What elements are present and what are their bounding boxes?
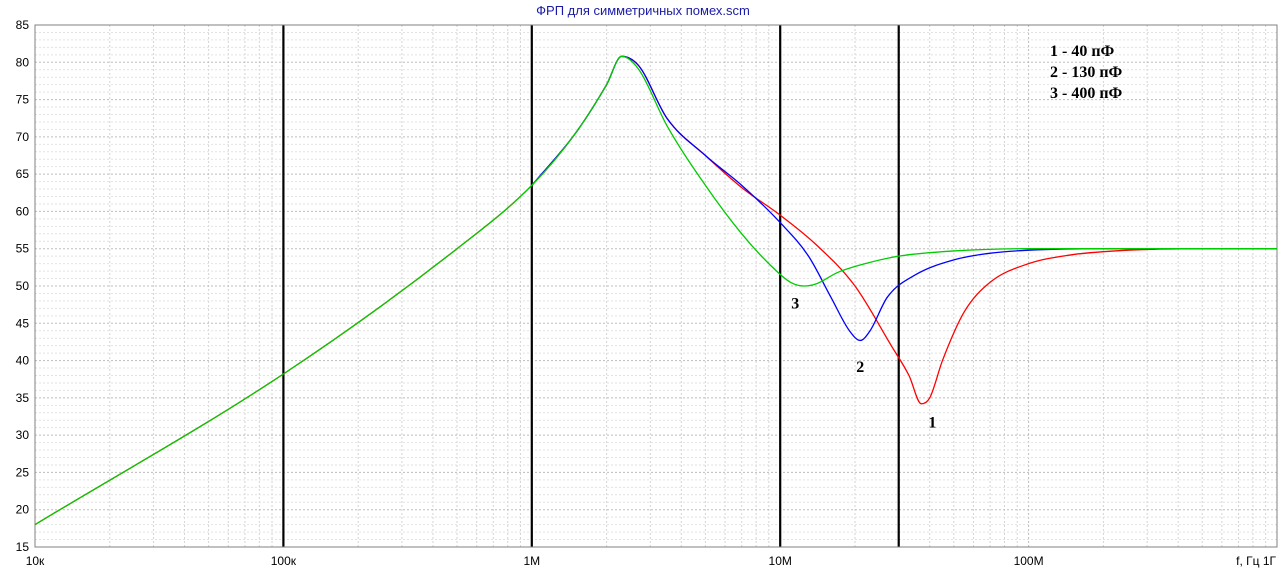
y-tick-label: 70 [16,130,30,144]
curve-label-2: 2 [856,359,864,376]
series-line-3 [34,55,1277,526]
y-tick-label: 80 [16,55,30,69]
y-tick-label: 55 [16,242,30,256]
series-line-2 [531,55,1277,342]
x-tick-label: 100к [271,554,297,568]
y-tick-label: 30 [16,428,30,442]
grid [34,24,1277,548]
x-tick-label: f, Гц 1Г [1236,554,1276,568]
y-axis-ticks: 15 20 25 30 35 40 45 50 55 60 65 70 75 80 85 [16,18,30,554]
series-group [34,55,1277,526]
legend-entry: 3 - 400 пФ [1050,85,1123,102]
y-tick-label: 25 [16,465,30,479]
legend-entry: 1 - 40 пФ [1050,43,1115,60]
chart-title: ФРП для симметричных помех.scm [536,3,750,18]
plot-frame [34,24,1278,548]
legend: 1 - 40 пФ 2 - 130 пФ 3 - 400 пФ [1050,43,1123,102]
y-tick-label: 20 [16,503,30,517]
curve-label-1: 1 [928,415,936,432]
x-tick-label: 10к [26,554,45,568]
curve-annotations: 1 2 3 [791,295,936,431]
x-tick-label: 100М [1014,554,1044,568]
y-tick-label: 75 [16,93,30,107]
y-tick-label: 15 [16,540,30,554]
legend-entry: 2 - 130 пФ [1050,64,1123,81]
y-tick-label: 65 [16,167,30,181]
series-line-1 [34,55,1277,526]
y-tick-label: 45 [16,316,30,330]
y-tick-label: 40 [16,354,30,368]
y-tick-label: 35 [16,391,30,405]
x-tick-label: 10М [769,554,792,568]
y-tick-label: 85 [16,18,30,32]
x-tick-label: 1М [523,554,540,568]
x-axis-ticks: 10к 100к 1М 10М 100М f, Гц 1Г [26,554,1277,568]
y-tick-label: 60 [16,204,30,218]
y-tick-label: 50 [16,279,30,293]
curve-label-3: 3 [791,295,799,312]
